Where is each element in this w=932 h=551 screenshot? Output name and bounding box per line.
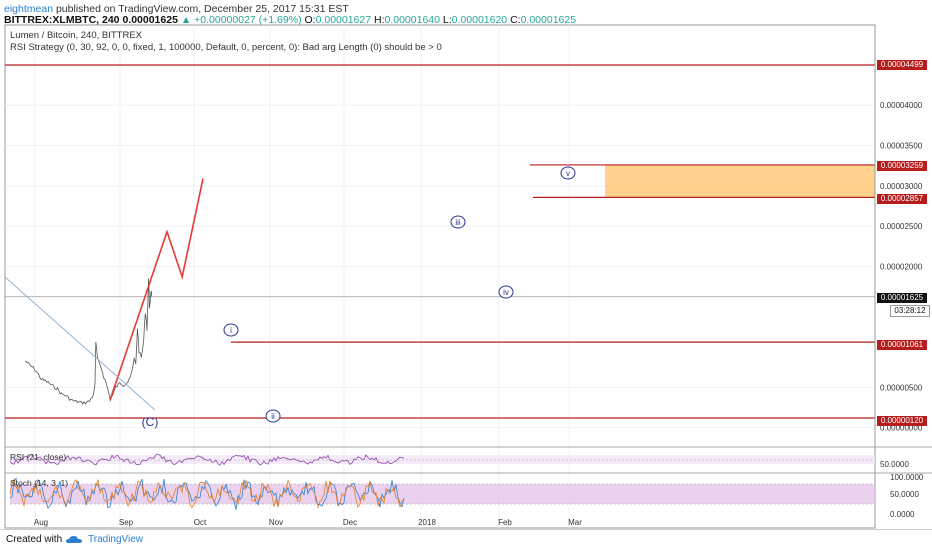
tradingview-link[interactable]: TradingView bbox=[88, 534, 144, 545]
open-label: O: bbox=[304, 14, 316, 26]
level-lines bbox=[5, 64, 875, 419]
chart-frame bbox=[4, 24, 876, 529]
change: ▲ +0.00000027 (+1.69%) bbox=[180, 14, 302, 26]
wave-label-text: iii bbox=[455, 218, 461, 227]
x-tick-label: Sep bbox=[119, 518, 134, 527]
rsi-line bbox=[9, 454, 405, 466]
x-tick-label: Nov bbox=[269, 518, 283, 527]
price-tag-last: 0.00001625 bbox=[877, 293, 927, 303]
stoch-tick-0: 0.0000 bbox=[890, 510, 915, 519]
price-line bbox=[25, 278, 153, 405]
stoch-tick-100: 100.0000 bbox=[890, 473, 924, 482]
strategy-legend: RSI Strategy (0, 30, 92, 0, 0, fixed, 1,… bbox=[10, 42, 442, 53]
price-tag-top: 0.00004499 bbox=[877, 60, 927, 70]
x-tick-label: Aug bbox=[34, 518, 48, 527]
bar-countdown: 03:28:12 bbox=[890, 305, 930, 317]
author-link[interactable]: eightmean bbox=[4, 3, 54, 15]
time-axis-ticks: Aug Sep Oct Nov Dec 2018 Feb Mar bbox=[34, 518, 582, 527]
wave-label-circle bbox=[450, 215, 466, 229]
low-label: L: bbox=[442, 14, 452, 26]
y-tick-label: 0.00004000 bbox=[880, 101, 923, 110]
wave-label-text: iv bbox=[503, 288, 509, 297]
price-tag-zone-bottom: 0.00002857 bbox=[877, 194, 927, 204]
x-tick-label: 2018 bbox=[418, 518, 436, 527]
wave-projection bbox=[109, 178, 204, 400]
close-value: 0.00001625 bbox=[520, 14, 577, 26]
y-tick-label: 0.00000500 bbox=[880, 383, 923, 392]
wave-c-label: (C) bbox=[142, 415, 159, 429]
x-tick-label: Oct bbox=[194, 518, 207, 527]
chart-title: Lumen / Bitcoin, 240, BITTREX bbox=[10, 30, 143, 41]
open-value: 0.00001627 bbox=[315, 14, 372, 26]
stoch-tick-50: 50.0000 bbox=[890, 490, 919, 499]
publish-text: published on TradingView.com, December 2… bbox=[55, 3, 349, 15]
close-label: C: bbox=[510, 14, 521, 26]
target-zone-rect bbox=[605, 164, 875, 198]
last-price: 0.00001625 bbox=[122, 14, 178, 26]
low-value: 0.00001620 bbox=[451, 14, 508, 26]
high-value: 0.00001640 bbox=[384, 14, 440, 26]
x-tick-label: Dec bbox=[343, 518, 357, 527]
publish-info: eightmean published on TradingView.com, … bbox=[4, 3, 349, 15]
wave-label-i: i bbox=[223, 323, 239, 337]
y-tick-label: 0.00003000 bbox=[880, 182, 923, 191]
wave-label-text: v bbox=[566, 169, 570, 178]
rsi-band bbox=[10, 455, 875, 464]
y-tick-label: 0.00002500 bbox=[880, 222, 923, 231]
wave-label-text: ii bbox=[271, 412, 275, 421]
trend-line bbox=[4, 276, 156, 411]
wave-label-circle bbox=[560, 166, 576, 180]
y-tick-label: 0.00003500 bbox=[880, 142, 923, 151]
symbol: BITTREX:XLMBTC, 240 bbox=[4, 14, 120, 26]
indicator-panes bbox=[9, 454, 875, 510]
stoch-d-line bbox=[9, 478, 405, 509]
grid-lines bbox=[5, 25, 875, 528]
price-tag-wave-i: 0.00001061 bbox=[877, 340, 927, 350]
created-with-text: Created with bbox=[6, 534, 63, 545]
y-tick-label: 0.00000000 bbox=[880, 424, 923, 433]
wave-label-circle bbox=[498, 285, 514, 299]
wave-label-iii: iii bbox=[450, 215, 466, 229]
stoch-band bbox=[10, 484, 875, 504]
price-series bbox=[25, 278, 153, 405]
high-label: H: bbox=[374, 14, 385, 26]
wave-label-text: i bbox=[230, 326, 232, 335]
wave-label-ii: ii bbox=[265, 409, 281, 423]
target-zone bbox=[605, 164, 875, 198]
wave-label-v: v bbox=[560, 166, 576, 180]
wave-label-circle bbox=[223, 323, 239, 337]
rsi-tick-50: 50.0000 bbox=[880, 460, 909, 469]
wave-label-iv: iv bbox=[498, 285, 514, 299]
price-axis-ticks: 0.00004000 0.00003500 0.00003000 0.00002500… bbox=[880, 101, 923, 432]
x-tick-label: Mar bbox=[568, 518, 582, 527]
footer: Created with TradingView bbox=[0, 529, 932, 551]
wave-label-circle bbox=[265, 409, 281, 423]
wave-projection-line bbox=[109, 178, 204, 400]
tradingview-logo-icon bbox=[66, 536, 82, 543]
symbol-info: BITTREX:XLMBTC, 240 0.00001625 ▲ +0.0000… bbox=[4, 14, 576, 26]
stoch-label: Stoch (14, 3, 1) bbox=[10, 478, 69, 488]
rsi-label: RSI (21, close) bbox=[10, 452, 67, 462]
stoch-k-line bbox=[9, 477, 405, 510]
price-tag-zone-top: 0.00003259 bbox=[877, 161, 927, 171]
x-tick-label: Feb bbox=[498, 518, 512, 527]
y-tick-label: 0.00002000 bbox=[880, 262, 923, 271]
price-tag-bottom: 0.00000120 bbox=[877, 416, 927, 426]
price-chart[interactable]: 0.00004000 0.00003500 0.00003000 0.00002500… bbox=[0, 0, 932, 530]
